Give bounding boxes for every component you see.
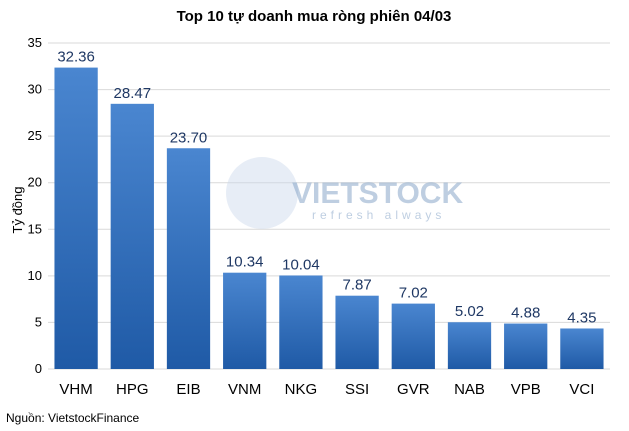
category-label-ssi: SSI: [345, 381, 369, 398]
chart-title: Top 10 tự doanh mua ròng phiên 04/03: [177, 8, 452, 25]
watermark-subtext: refresh always: [312, 208, 445, 222]
data-label-hpg: 28.47: [114, 85, 152, 102]
bar-vpb: [504, 323, 548, 369]
watermark-text: VIETSTOCK: [292, 177, 463, 210]
y-tick-label: 35: [28, 35, 42, 50]
bar-nkg: [279, 275, 323, 369]
bar-gvr: [391, 303, 435, 369]
bars: [54, 67, 604, 369]
category-label-hpg: HPG: [116, 381, 149, 398]
y-axis-label: Tỷ đồng: [10, 187, 25, 234]
bar-nab: [447, 322, 492, 369]
data-label-vnm: 10.34: [226, 254, 264, 271]
y-tick-label: 25: [28, 128, 42, 143]
category-label-gvr: GVR: [397, 381, 430, 398]
watermark: VIETSTOCK refresh always: [226, 157, 463, 229]
y-tick-label: 10: [28, 268, 42, 283]
category-label-vhm: VHM: [59, 381, 92, 398]
data-label-gvr: 7.02: [399, 285, 428, 302]
category-label-vpb: VPB: [511, 381, 541, 398]
data-label-vci: 4.35: [567, 309, 596, 326]
bar-vci: [560, 328, 604, 369]
source-note: Nguồn: VietstockFinance: [6, 411, 140, 425]
bar-eib: [166, 148, 211, 369]
y-tick-label: 5: [35, 314, 42, 329]
category-label-eib: EIB: [176, 381, 200, 398]
category-label-nkg: NKG: [285, 381, 318, 398]
category-label-vnm: VNM: [228, 381, 261, 398]
category-label-vci: VCI: [569, 381, 594, 398]
bar-ssi: [335, 295, 379, 369]
data-label-vhm: 32.36: [57, 49, 95, 66]
data-label-vpb: 4.88: [511, 305, 540, 322]
data-label-nab: 5.02: [455, 303, 484, 320]
bar-hpg: [110, 103, 154, 369]
y-axis-ticks: 0 5 10 15 20 25 30 35: [28, 35, 42, 376]
bar-vhm: [54, 67, 98, 369]
vietstock-logo-icon: [226, 157, 298, 229]
y-tick-label: 20: [28, 175, 42, 190]
bar-vnm: [223, 272, 267, 369]
y-tick-label: 30: [28, 82, 42, 97]
data-labels: 32.36 28.47 23.70 10.34 10.04 7.87 7.02 5.02 4.8…: [57, 49, 596, 327]
category-label-nab: NAB: [454, 381, 485, 398]
y-tick-label: 15: [28, 221, 42, 236]
data-label-ssi: 7.87: [342, 277, 371, 294]
category-labels: VHM HPG EIB VNM NKG SSI GVR NAB VPB VCI: [59, 381, 594, 398]
data-label-nkg: 10.04: [282, 256, 320, 273]
y-tick-label: 0: [35, 361, 42, 376]
data-label-eib: 23.70: [170, 129, 208, 146]
